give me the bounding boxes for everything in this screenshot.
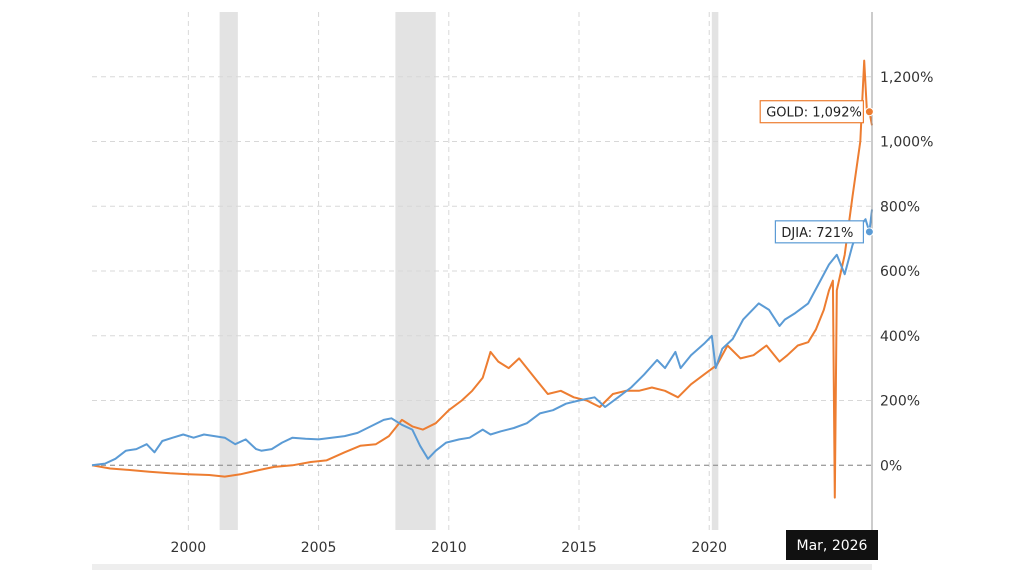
- cursor-label: Mar, 2026: [797, 538, 868, 554]
- end-marker-djia: [864, 227, 874, 237]
- x-cursor-label: Mar, 2026: [786, 530, 878, 560]
- gridlines: [92, 12, 872, 530]
- end-label-box-gold: [759, 100, 864, 124]
- x-tick-label: 2015: [561, 540, 597, 556]
- x-tick-label: 2005: [301, 540, 337, 556]
- end-marker-gold: [864, 107, 874, 117]
- series-line-gold[interactable]: [91, 59, 873, 499]
- end-label-djia: DJIA: 721%: [781, 226, 853, 241]
- bottom-scrollbar[interactable]: [92, 564, 872, 570]
- y-tick-label: 600%: [880, 264, 920, 280]
- x-axis-ticks: 2000 2005 2010 2015 2020: [171, 540, 728, 556]
- x-tick-label: 2000: [171, 540, 207, 556]
- y-tick-label: 0%: [880, 458, 902, 474]
- end-label-gold: GOLD: 1,092%: [766, 106, 862, 121]
- series-end-labels: DJIA: 721% GOLD: 1,092%: [759, 100, 874, 244]
- y-tick-label: 200%: [880, 394, 920, 410]
- y-tick-label: 800%: [880, 199, 920, 215]
- y-tick-label: 1,000%: [880, 135, 933, 151]
- series-line-djia[interactable]: [91, 209, 873, 467]
- series-lines[interactable]: [91, 59, 873, 499]
- x-tick-label: 2010: [431, 540, 467, 556]
- x-tick-label: 2020: [691, 540, 727, 556]
- end-label-box-djia: [774, 220, 864, 244]
- y-tick-label: 400%: [880, 329, 920, 345]
- y-tick-label: 1,200%: [880, 70, 933, 86]
- cursor-label-box: [786, 530, 878, 560]
- y-axis-ticks: 0% 200% 400% 600% 800% 1,000% 1,200%: [880, 70, 933, 475]
